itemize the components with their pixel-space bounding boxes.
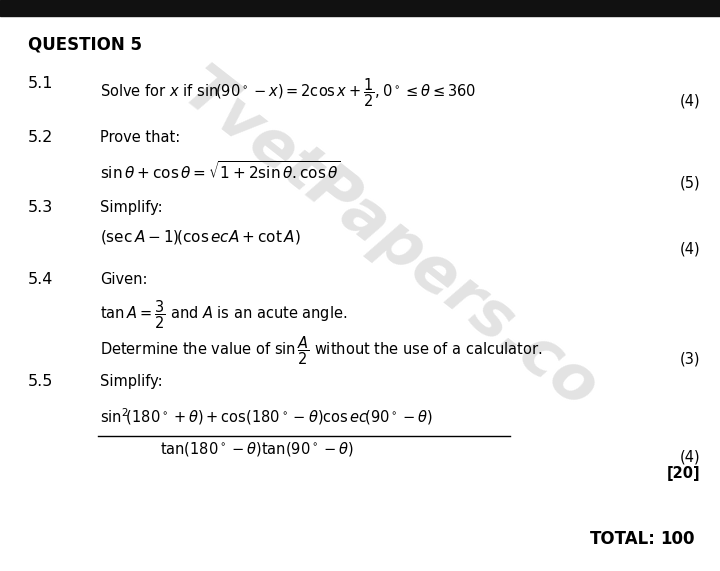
Text: 5.4: 5.4: [28, 272, 53, 287]
Text: Given:: Given:: [100, 272, 148, 287]
Text: (4): (4): [680, 450, 700, 465]
Text: (4): (4): [680, 242, 700, 257]
Text: TvetPapers.co: TvetPapers.co: [170, 59, 610, 421]
Text: 5.1: 5.1: [28, 76, 53, 91]
Text: $\left(\mathrm{sec}\,A - 1\right)\!\left(\mathrm{cos}\,\mathit{ec}A + \cot A\rig: $\left(\mathrm{sec}\,A - 1\right)\!\left…: [100, 228, 301, 246]
Text: $\mathrm{sin}^{2}\!\left(180^\circ + \theta\right) + \cos\!\left(180^\circ - \th: $\mathrm{sin}^{2}\!\left(180^\circ + \th…: [100, 406, 433, 427]
Text: Simplify:: Simplify:: [100, 200, 163, 215]
Text: 100: 100: [660, 530, 695, 548]
Text: 5.5: 5.5: [28, 374, 53, 389]
Text: $\sin\theta + \cos\theta = \sqrt{1 + 2\sin\theta{.}\cos\theta}$: $\sin\theta + \cos\theta = \sqrt{1 + 2\s…: [100, 160, 341, 182]
Text: $\tan\!\left(180^\circ - \theta\right)\tan\!\left(90^\circ - \theta\right)$: $\tan\!\left(180^\circ - \theta\right)\t…: [160, 440, 354, 458]
Text: 5.3: 5.3: [28, 200, 53, 215]
Text: (5): (5): [680, 176, 700, 191]
Text: QUESTION 5: QUESTION 5: [28, 36, 142, 54]
Text: [20]: [20]: [667, 466, 700, 481]
Text: Solve for $x$ if $\mathrm{sin}\!\left(90^\circ - x\right) = 2\cos x + \dfrac{1}{: Solve for $x$ if $\mathrm{sin}\!\left(90…: [100, 76, 477, 108]
Text: Simplify:: Simplify:: [100, 374, 163, 389]
Text: Determine the value of $\sin\dfrac{A}{2}$ without the use of a calculator.: Determine the value of $\sin\dfrac{A}{2}…: [100, 334, 542, 367]
Text: TOTAL:: TOTAL:: [590, 530, 656, 548]
Text: 5.2: 5.2: [28, 130, 53, 145]
Bar: [0, 0, 720, 16]
Text: (4): (4): [680, 94, 700, 109]
Text: (3): (3): [680, 352, 700, 367]
Text: $\tan A = \dfrac{3}{2}$ and $A$ is an acute angle.: $\tan A = \dfrac{3}{2}$ and $A$ is an ac…: [100, 298, 348, 331]
Text: Prove that:: Prove that:: [100, 130, 180, 145]
